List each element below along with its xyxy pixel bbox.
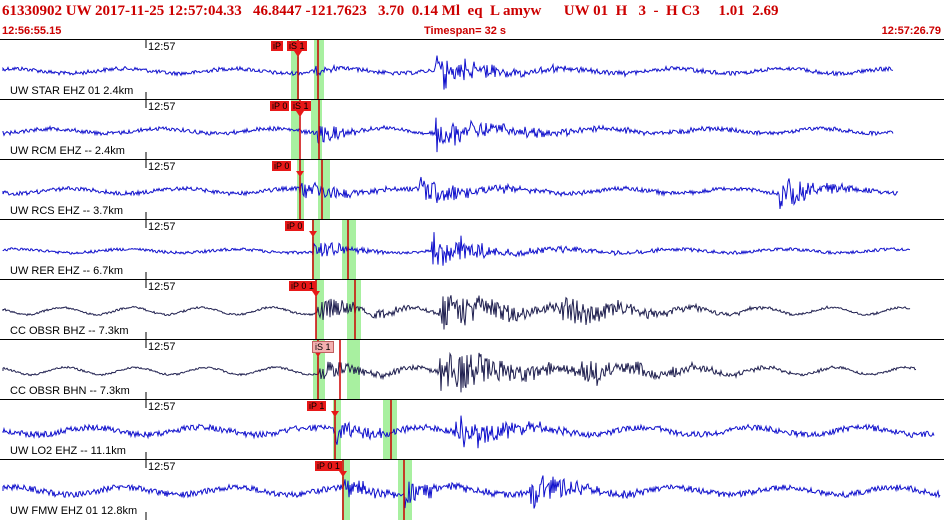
channel-label: UW LO2 EHZ -- 11.1km: [10, 445, 126, 457]
phase-pick-label[interactable]: iS 1: [287, 41, 307, 51]
phase-window: [316, 280, 324, 340]
waveform-plot: [2, 400, 935, 460]
seismic-trace: [2, 176, 899, 210]
seismic-trace: [2, 55, 894, 90]
header: 61330902 UW 2017-11-25 12:57:04.33 46.84…: [0, 0, 944, 38]
waveform-plot: [2, 100, 894, 160]
phase-window: [314, 40, 324, 100]
trace-panel[interactable]: 12:57 iP 0 iS 1 UW RCM EHZ -- 2.4km: [0, 99, 944, 160]
trace-panel[interactable]: 12:57 iP iS 1 UW STAR EHZ 01 2.4km: [0, 39, 944, 100]
minute-label: 12:57: [148, 461, 176, 473]
waveform-plot: [2, 40, 894, 100]
phase-window: [312, 220, 320, 280]
phase-pick-label[interactable]: iP: [271, 41, 284, 51]
phase-window: [398, 460, 412, 520]
trace-panel[interactable]: 12:57 iP 1 UW LO2 EHZ -- 11.1km: [0, 399, 944, 460]
seismic-trace: [2, 415, 935, 449]
phase-pick-label[interactable]: iS 1: [312, 341, 334, 353]
minute-label: 12:57: [148, 41, 176, 53]
minute-label: 12:57: [148, 221, 176, 233]
phase-pick-label[interactable]: iP 0 1: [315, 461, 342, 471]
phase-window: [383, 400, 397, 460]
phase-pick-label[interactable]: iP 0: [285, 221, 305, 231]
end-time: 12:57:26.79: [881, 25, 941, 37]
seismic-trace: [2, 295, 911, 330]
waveform-plot: [2, 460, 941, 520]
phase-window: [342, 460, 350, 520]
channel-label: UW STAR EHZ 01 2.4km: [10, 85, 134, 97]
waveform-plot: [2, 220, 911, 280]
phase-pick-label[interactable]: iP 1: [307, 401, 327, 411]
minute-label: 12:57: [148, 401, 176, 413]
seismic-trace: [2, 351, 917, 393]
pick-marker[interactable]: [339, 471, 347, 477]
phase-window: [318, 160, 330, 220]
pick-marker[interactable]: [309, 231, 317, 237]
channel-label: UW FMW EHZ 01 12.8km: [10, 505, 138, 517]
phase-window: [291, 40, 299, 100]
trace-panel[interactable]: 12:57 iP 0 1 UW FMW EHZ 01 12.8km: [0, 459, 944, 520]
timespan: Timespan= 32 s: [424, 25, 507, 37]
channel-label: UW RCS EHZ -- 3.7km: [10, 205, 124, 217]
waveform-plot: [2, 280, 911, 340]
phase-window: [313, 340, 325, 400]
channel-label: CC OBSR BHN -- 7.3km: [10, 385, 130, 397]
phase-pick-label[interactable]: iP 0 1: [289, 281, 316, 291]
phase-window: [347, 280, 361, 340]
trace-panel[interactable]: 12:57 iP 0 UW RCS EHZ -- 3.7km: [0, 159, 944, 220]
seismogram-panels[interactable]: 12:57 iP iS 1 UW STAR EHZ 01 2.4km 12:57 iP 0…: [0, 39, 944, 520]
pick-marker[interactable]: [312, 291, 320, 297]
channel-label: UW RER EHZ -- 6.7km: [10, 265, 124, 277]
minute-label: 12:57: [148, 161, 176, 173]
channel-label: UW RCM EHZ -- 2.4km: [10, 145, 125, 157]
seismic-trace: [2, 475, 941, 509]
pick-marker[interactable]: [296, 111, 304, 117]
phase-window: [311, 100, 322, 160]
phase-pick-label[interactable]: iP 0: [272, 161, 292, 171]
waveform-plot: [2, 340, 917, 400]
pick-marker[interactable]: [296, 171, 304, 177]
minute-label: 12:57: [148, 341, 176, 353]
phase-window: [333, 400, 341, 460]
seismic-trace: [2, 117, 894, 153]
event-title: 61330902 UW 2017-11-25 12:57:04.33 46.84…: [2, 3, 779, 19]
channel-label: CC OBSR BHZ -- 7.3km: [10, 325, 129, 337]
minute-label: 12:57: [148, 281, 176, 293]
pick-marker[interactable]: [331, 411, 339, 417]
seismic-trace: [2, 232, 911, 266]
trace-panel[interactable]: 12:57 iP 0 1 CC OBSR BHZ -- 7.3km: [0, 279, 944, 340]
start-time: 12:56:55.15: [2, 25, 62, 37]
trace-panel[interactable]: 12:57 iP 0 UW RER EHZ -- 6.7km: [0, 219, 944, 280]
phase-pick-label[interactable]: iP 0: [270, 101, 290, 111]
minute-label: 12:57: [148, 101, 176, 113]
waveform-plot: [2, 160, 899, 220]
pick-marker[interactable]: [294, 51, 302, 57]
phase-pick-label[interactable]: iS 1: [291, 101, 311, 111]
trace-panel[interactable]: 12:57 iS 1 CC OBSR BHN -- 7.3km: [0, 339, 944, 400]
